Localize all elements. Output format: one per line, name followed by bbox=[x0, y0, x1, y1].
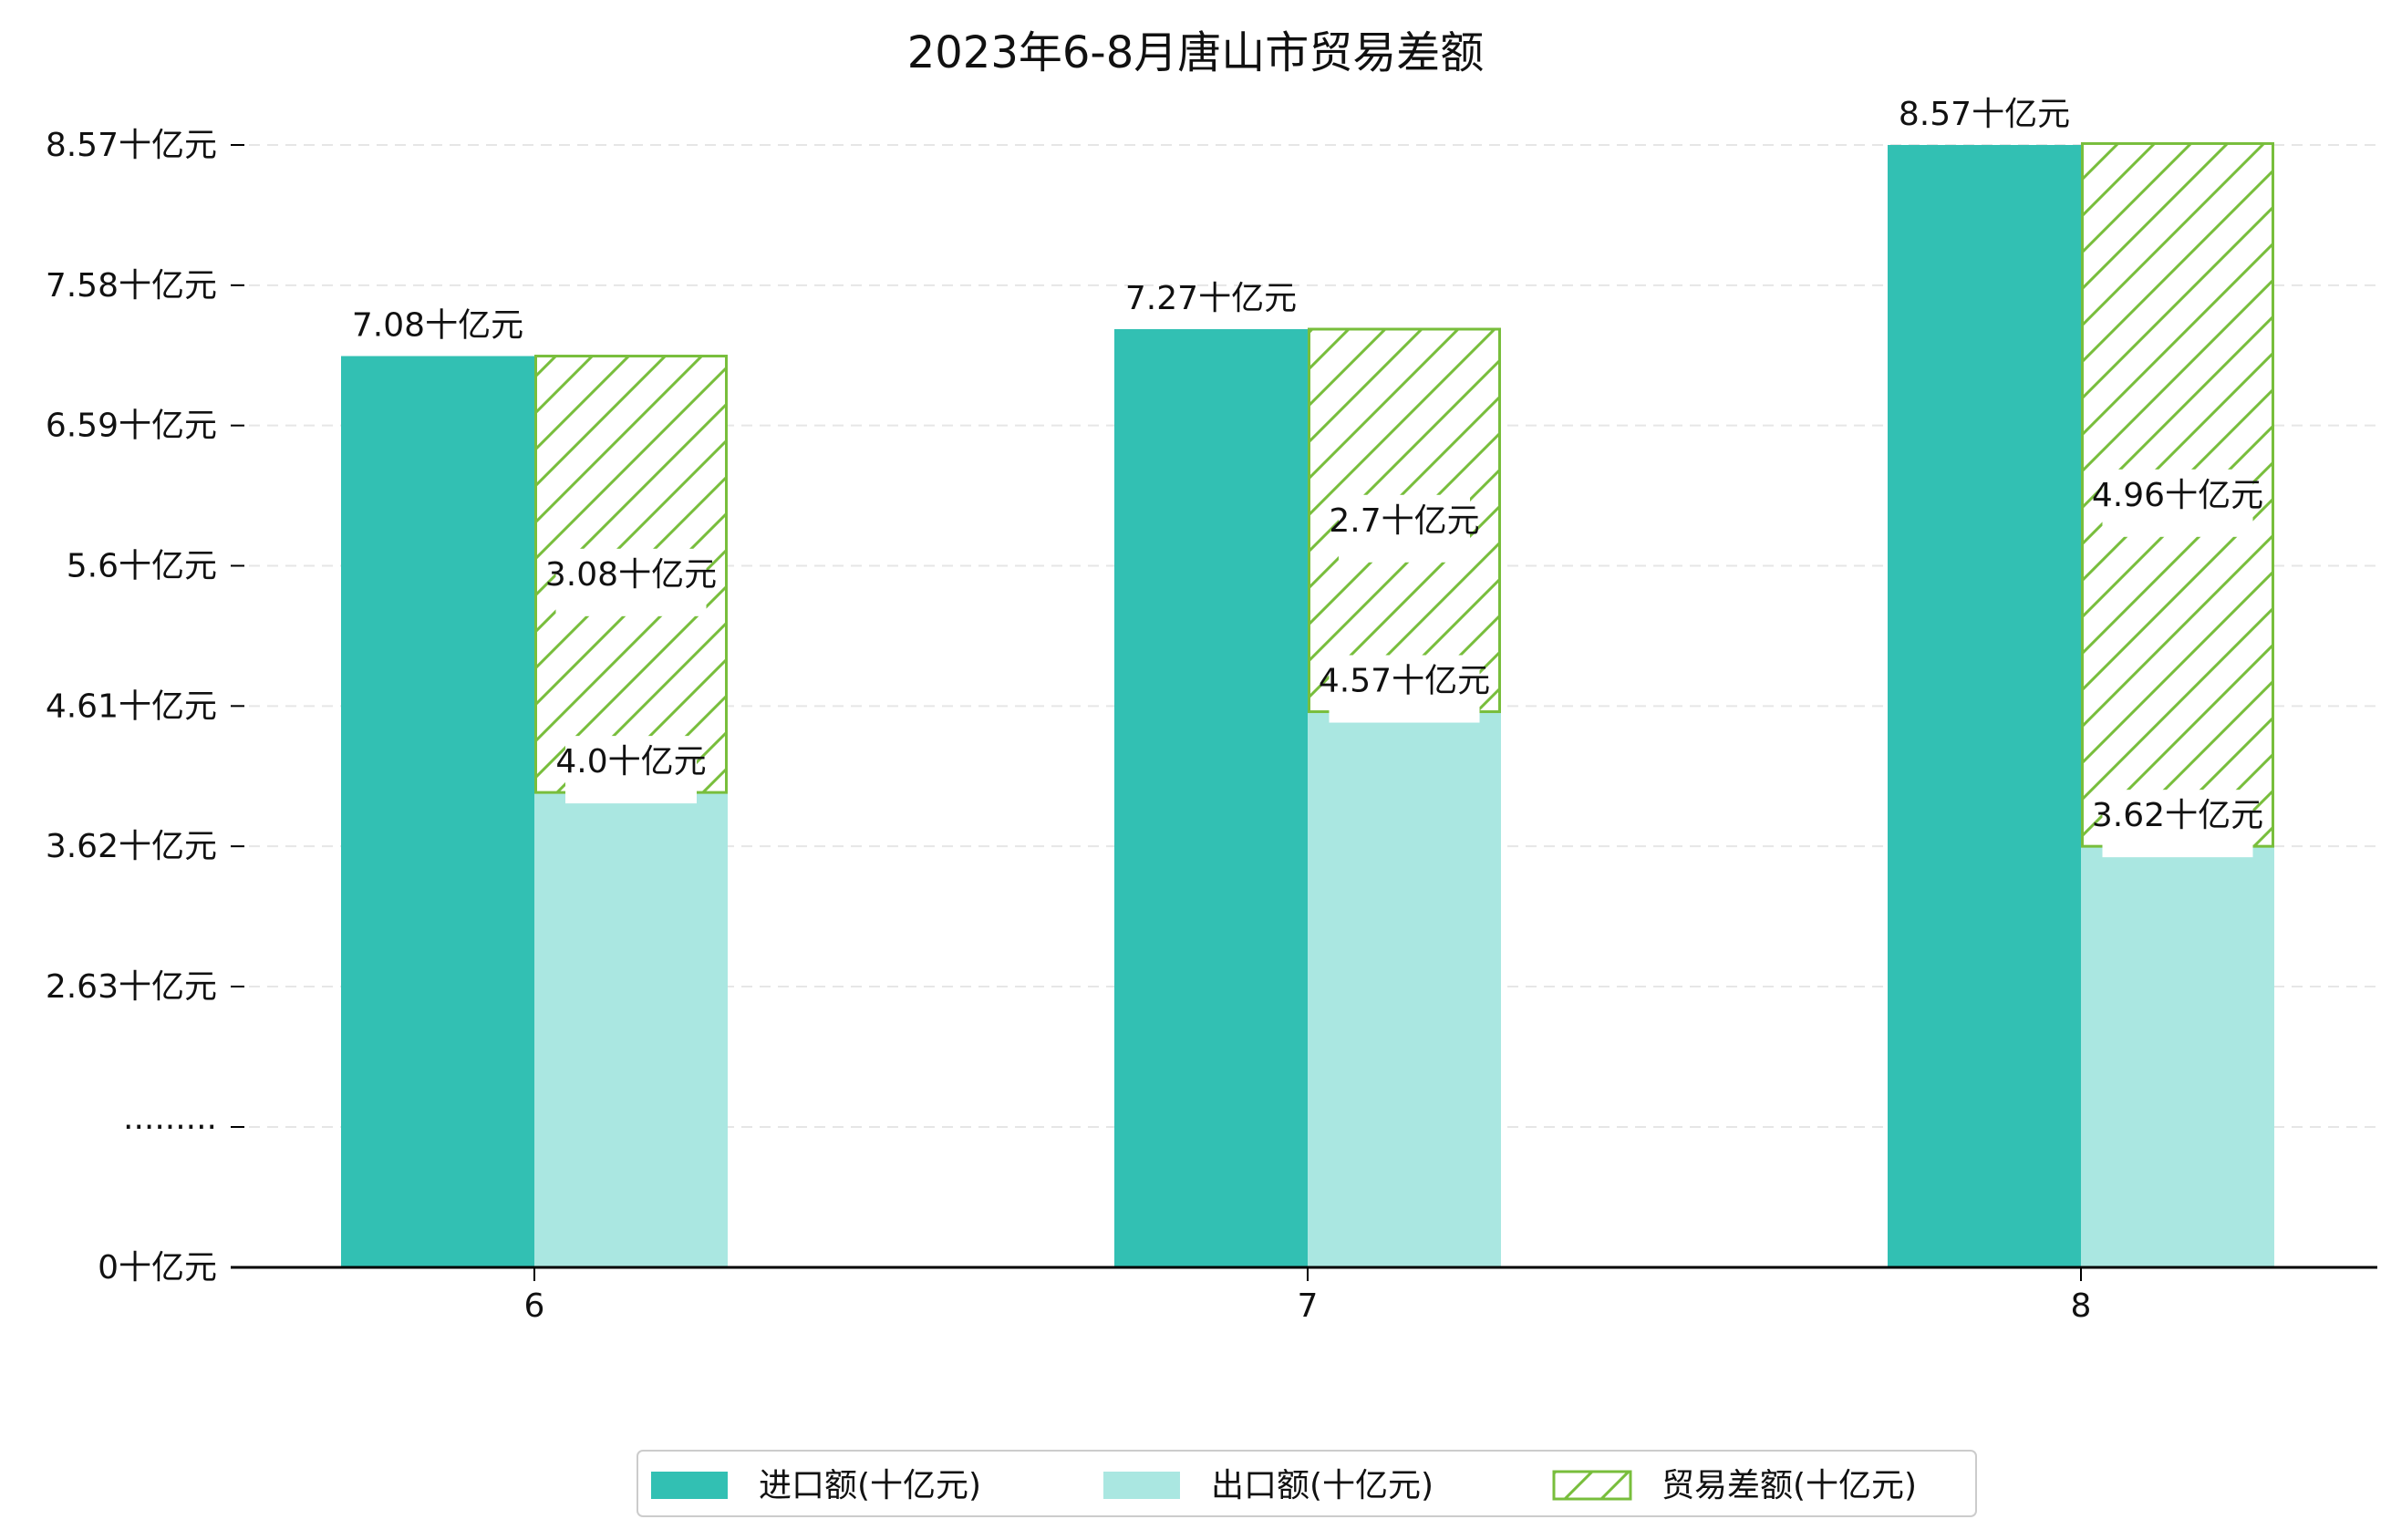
legend-swatch-3 bbox=[1552, 1470, 1632, 1501]
y-axis: 0十亿元 ········· 2.63十亿元 3.62十亿元 4.61十亿元 5.6十亿元… bbox=[46, 127, 244, 1287]
balance-value-label-bg bbox=[2102, 469, 2253, 537]
export-bar bbox=[1308, 711, 1501, 1267]
y-tick-label: 2.63十亿元 bbox=[46, 968, 217, 1006]
export-value-label: 3.62十亿元 bbox=[2092, 797, 2263, 834]
x-axis: 6 7 8 bbox=[524, 1267, 2092, 1325]
legend-label-3: 贸易差额(十亿元) bbox=[1661, 1467, 1917, 1504]
legend: 进口额(十亿元) 出口额(十亿元) 贸易差额(十亿元) bbox=[637, 1450, 1977, 1517]
export-value-label: 4.57十亿元 bbox=[1319, 663, 1490, 700]
legend-label-1: 进口额(十亿元) bbox=[759, 1467, 981, 1504]
balance-value-label: 2.7十亿元 bbox=[1329, 502, 1479, 540]
balance-value-label-bg bbox=[555, 548, 707, 616]
balance-value-label: 3.08十亿元 bbox=[545, 556, 717, 594]
y-tick-label: 0十亿元 bbox=[98, 1249, 217, 1287]
legend-box bbox=[637, 1450, 1977, 1517]
y-tick-label: 5.6十亿元 bbox=[67, 548, 217, 585]
export-value-label-bg bbox=[565, 736, 697, 804]
import-value-label: 7.27十亿元 bbox=[1125, 280, 1297, 317]
y-tick-label: 7.58十亿元 bbox=[46, 267, 217, 305]
import-bar bbox=[1114, 329, 1308, 1267]
export-value-label-bg bbox=[2102, 790, 2253, 858]
x-tick-label: 7 bbox=[1298, 1287, 1319, 1325]
import-value-label: 8.57十亿元 bbox=[1899, 96, 2070, 133]
export-value-label-bg bbox=[1329, 655, 1480, 723]
y-tick-label: 3.62十亿元 bbox=[46, 828, 217, 865]
balance-value-label: 4.96十亿元 bbox=[2092, 477, 2263, 514]
legend-swatch-1 bbox=[651, 1472, 728, 1499]
legend-label-2: 出口额(十亿元) bbox=[1211, 1467, 1434, 1504]
import-bar bbox=[341, 356, 534, 1267]
chart-title: 2023年6-8月唐山市贸易差额 bbox=[907, 27, 1485, 78]
export-value-label: 4.0十亿元 bbox=[555, 743, 706, 780]
balance-value-label-bg bbox=[1339, 494, 1470, 563]
y-tick-label: 6.59十亿元 bbox=[46, 408, 217, 445]
data-labels: 7.08十亿元 4.0十亿元 3.08十亿元 7.27十亿元 4.57十亿元 2.7十亿元… bbox=[352, 96, 2263, 858]
y-tick-label: 8.57十亿元 bbox=[46, 127, 217, 164]
bars bbox=[341, 141, 2274, 1267]
y-tick-label: ········· bbox=[123, 1109, 217, 1146]
import-bar bbox=[1888, 145, 2081, 1267]
x-tick-label: 8 bbox=[2071, 1287, 2092, 1325]
import-value-label: 7.08十亿元 bbox=[352, 307, 523, 345]
x-tick-label: 6 bbox=[524, 1287, 545, 1325]
legend-swatch-2 bbox=[1103, 1472, 1180, 1499]
export-bar bbox=[534, 792, 728, 1267]
y-tick-label: 4.61十亿元 bbox=[46, 687, 217, 725]
export-bar bbox=[2081, 846, 2274, 1267]
